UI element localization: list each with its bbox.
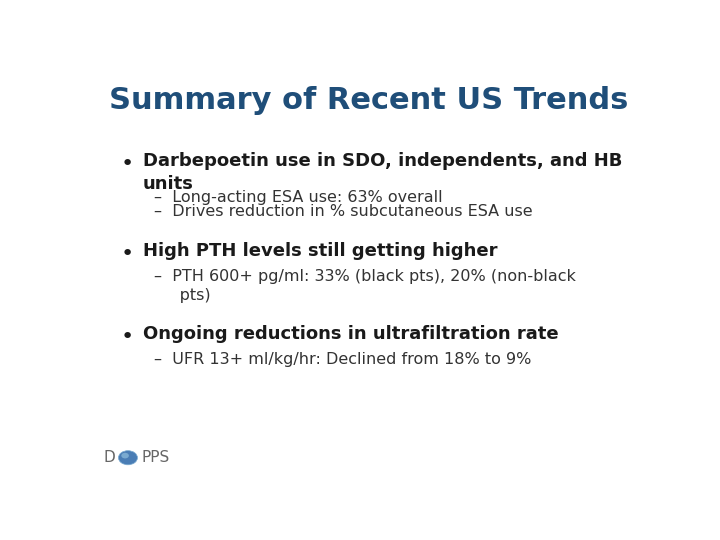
Text: PPS: PPS xyxy=(142,450,170,465)
Text: D: D xyxy=(104,450,116,465)
Circle shape xyxy=(121,453,129,458)
Text: –  Long-acting ESA use: 63% overall: – Long-acting ESA use: 63% overall xyxy=(154,190,443,205)
Text: Summary of Recent US Trends: Summary of Recent US Trends xyxy=(109,85,629,114)
Circle shape xyxy=(119,451,138,465)
Text: Ongoing reductions in ultrafiltration rate: Ongoing reductions in ultrafiltration ra… xyxy=(143,325,559,343)
Text: •: • xyxy=(121,327,134,347)
Text: High PTH levels still getting higher: High PTH levels still getting higher xyxy=(143,241,498,260)
Text: –  Drives reduction in % subcutaneous ESA use: – Drives reduction in % subcutaneous ESA… xyxy=(154,204,533,219)
Text: –  PTH 600+ pg/ml: 33% (black pts), 20% (non-black
     pts): – PTH 600+ pg/ml: 33% (black pts), 20% (… xyxy=(154,268,576,303)
Text: •: • xyxy=(121,154,134,174)
Text: •: • xyxy=(121,244,134,264)
Text: Darbepoetin use in SDO, independents, and HB
units: Darbepoetin use in SDO, independents, an… xyxy=(143,152,622,193)
Text: –  UFR 13+ ml/kg/hr: Declined from 18% to 9%: – UFR 13+ ml/kg/hr: Declined from 18% to… xyxy=(154,352,531,367)
